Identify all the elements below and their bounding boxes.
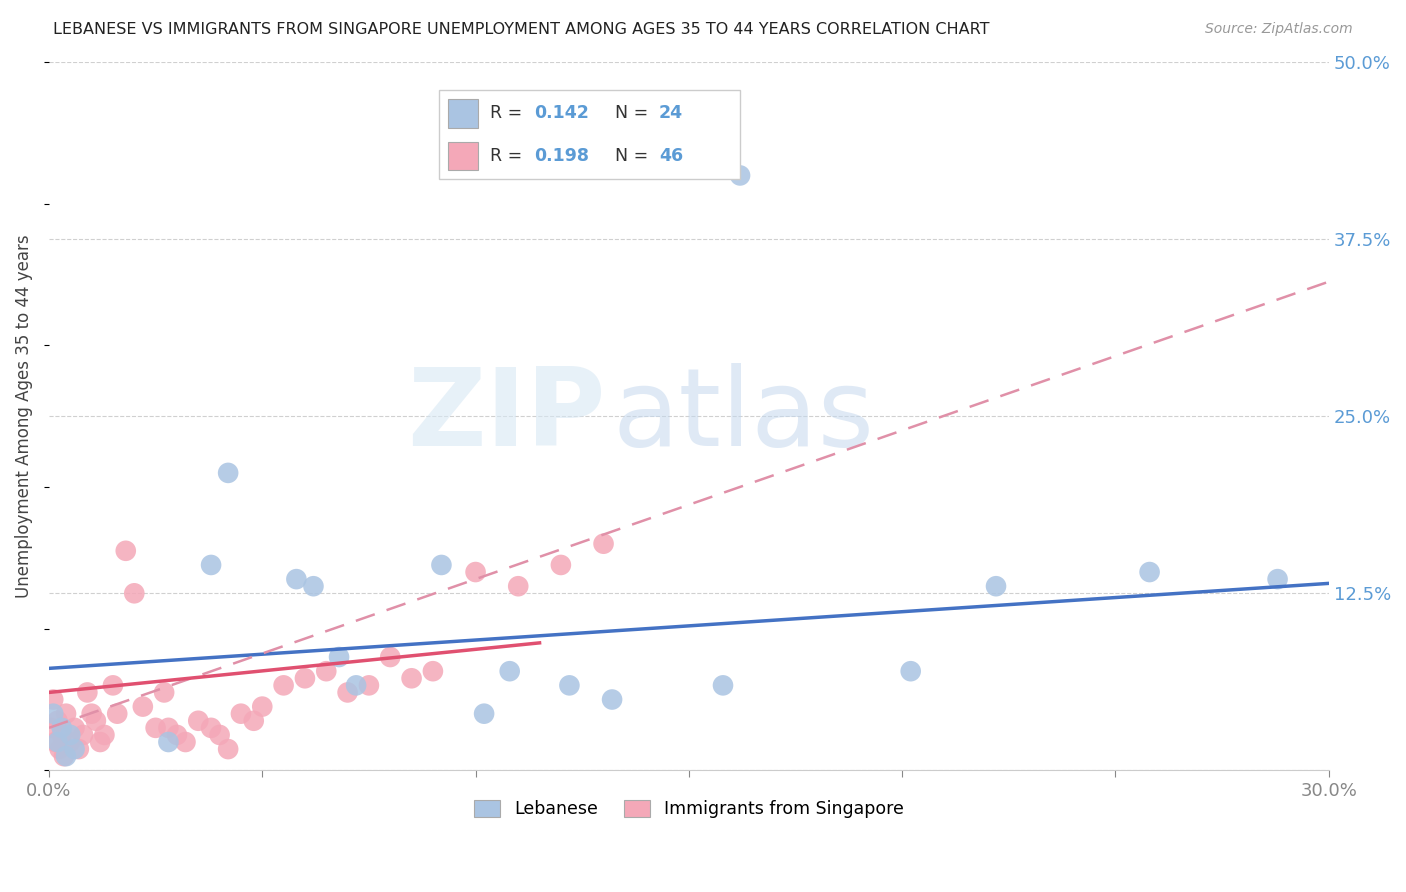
Point [336, 685, 359, 699]
Point [101, 678, 124, 692]
Point [132, 699, 155, 714]
Point [84, 714, 107, 728]
Point [357, 678, 380, 692]
Point [600, 692, 623, 706]
Point [472, 706, 495, 721]
Point [46, 714, 69, 728]
Point [315, 664, 337, 678]
Point [550, 558, 572, 572]
Point [46, 735, 69, 749]
Point [217, 742, 239, 756]
Point [55, 749, 77, 764]
Point [166, 728, 188, 742]
Point [592, 537, 614, 551]
Point [63, 721, 86, 735]
Text: atlas: atlas [612, 363, 875, 469]
Point [1139, 565, 1161, 579]
Point [145, 721, 167, 735]
Point [217, 466, 239, 480]
Point [200, 721, 222, 735]
Point [59, 735, 82, 749]
Point [900, 664, 922, 678]
Point [422, 664, 444, 678]
Legend: Lebanese, Immigrants from Singapore: Lebanese, Immigrants from Singapore [467, 793, 911, 825]
Point [273, 678, 295, 692]
Point [187, 714, 209, 728]
Point [67, 742, 90, 756]
Text: ZIP: ZIP [408, 363, 606, 469]
Point [105, 706, 128, 721]
Point [401, 671, 423, 685]
Point [89, 735, 111, 749]
Point [51, 728, 73, 742]
Point [1267, 572, 1289, 586]
Point [984, 579, 1007, 593]
Y-axis label: Unemployment Among Ages 35 to 44 years: Unemployment Among Ages 35 to 44 years [15, 235, 32, 598]
Point [124, 586, 146, 600]
Text: LEBANESE VS IMMIGRANTS FROM SINGAPORE UNEMPLOYMENT AMONG AGES 35 TO 44 YEARS COR: LEBANESE VS IMMIGRANTS FROM SINGAPORE UN… [53, 22, 990, 37]
Point [252, 699, 274, 714]
Point [174, 735, 197, 749]
Point [55, 706, 77, 721]
Point [42, 706, 65, 721]
Point [558, 678, 581, 692]
Point [44, 735, 66, 749]
Point [42, 692, 65, 706]
Point [51, 721, 73, 735]
Point [39, 721, 62, 735]
Point [157, 735, 180, 749]
Point [153, 685, 176, 699]
Point [711, 678, 734, 692]
Point [157, 721, 180, 735]
Point [285, 572, 308, 586]
Point [302, 579, 325, 593]
Point [242, 714, 264, 728]
Point [728, 169, 751, 183]
Point [380, 650, 402, 665]
Point [344, 678, 367, 692]
Point [499, 664, 522, 678]
Point [430, 558, 453, 572]
Point [114, 543, 136, 558]
Point [59, 728, 82, 742]
Point [464, 565, 486, 579]
Point [208, 728, 231, 742]
Point [72, 728, 94, 742]
Text: Source: ZipAtlas.com: Source: ZipAtlas.com [1205, 22, 1353, 37]
Point [76, 685, 98, 699]
Point [200, 558, 222, 572]
Point [508, 579, 530, 593]
Point [229, 706, 252, 721]
Point [328, 650, 350, 665]
Point [63, 742, 86, 756]
Point [93, 728, 115, 742]
Point [52, 749, 75, 764]
Point [48, 742, 70, 756]
Point [294, 671, 316, 685]
Point [80, 706, 103, 721]
